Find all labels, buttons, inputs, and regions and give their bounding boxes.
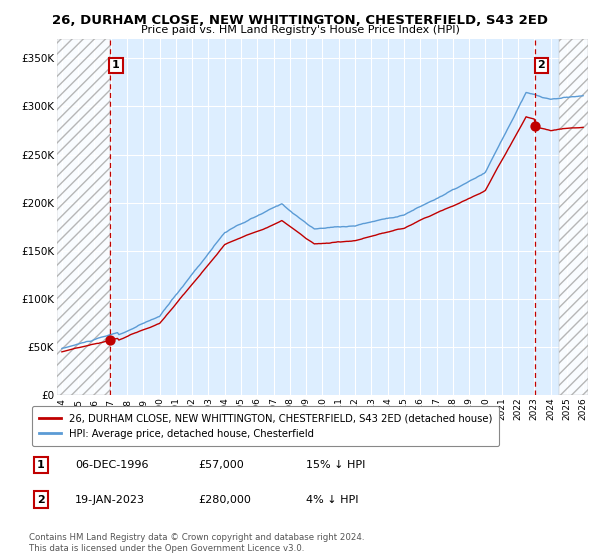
Point: [530, 121, 540, 130]
Text: 06-DEC-1996: 06-DEC-1996: [75, 460, 149, 470]
Text: Price paid vs. HM Land Registry's House Price Index (HPI): Price paid vs. HM Land Registry's House …: [140, 25, 460, 35]
Text: 1: 1: [37, 460, 44, 470]
Text: 2: 2: [37, 494, 44, 505]
Point: [105, 335, 115, 344]
Text: 15% ↓ HPI: 15% ↓ HPI: [306, 460, 365, 470]
Text: 26, DURHAM CLOSE, NEW WHITTINGTON, CHESTERFIELD, S43 2ED: 26, DURHAM CLOSE, NEW WHITTINGTON, CHEST…: [52, 14, 548, 27]
Bar: [559, 39, 588, 395]
Bar: [57, 39, 110, 395]
Text: 2: 2: [538, 60, 545, 71]
Text: 4% ↓ HPI: 4% ↓ HPI: [306, 494, 359, 505]
Text: 19-JAN-2023: 19-JAN-2023: [75, 494, 145, 505]
Legend: 26, DURHAM CLOSE, NEW WHITTINGTON, CHESTERFIELD, S43 2ED (detached house), HPI: : 26, DURHAM CLOSE, NEW WHITTINGTON, CHEST…: [32, 407, 499, 446]
Text: 1: 1: [112, 60, 120, 71]
Text: £57,000: £57,000: [198, 460, 244, 470]
Text: Contains HM Land Registry data © Crown copyright and database right 2024.
This d: Contains HM Land Registry data © Crown c…: [29, 533, 364, 553]
Text: £280,000: £280,000: [198, 494, 251, 505]
